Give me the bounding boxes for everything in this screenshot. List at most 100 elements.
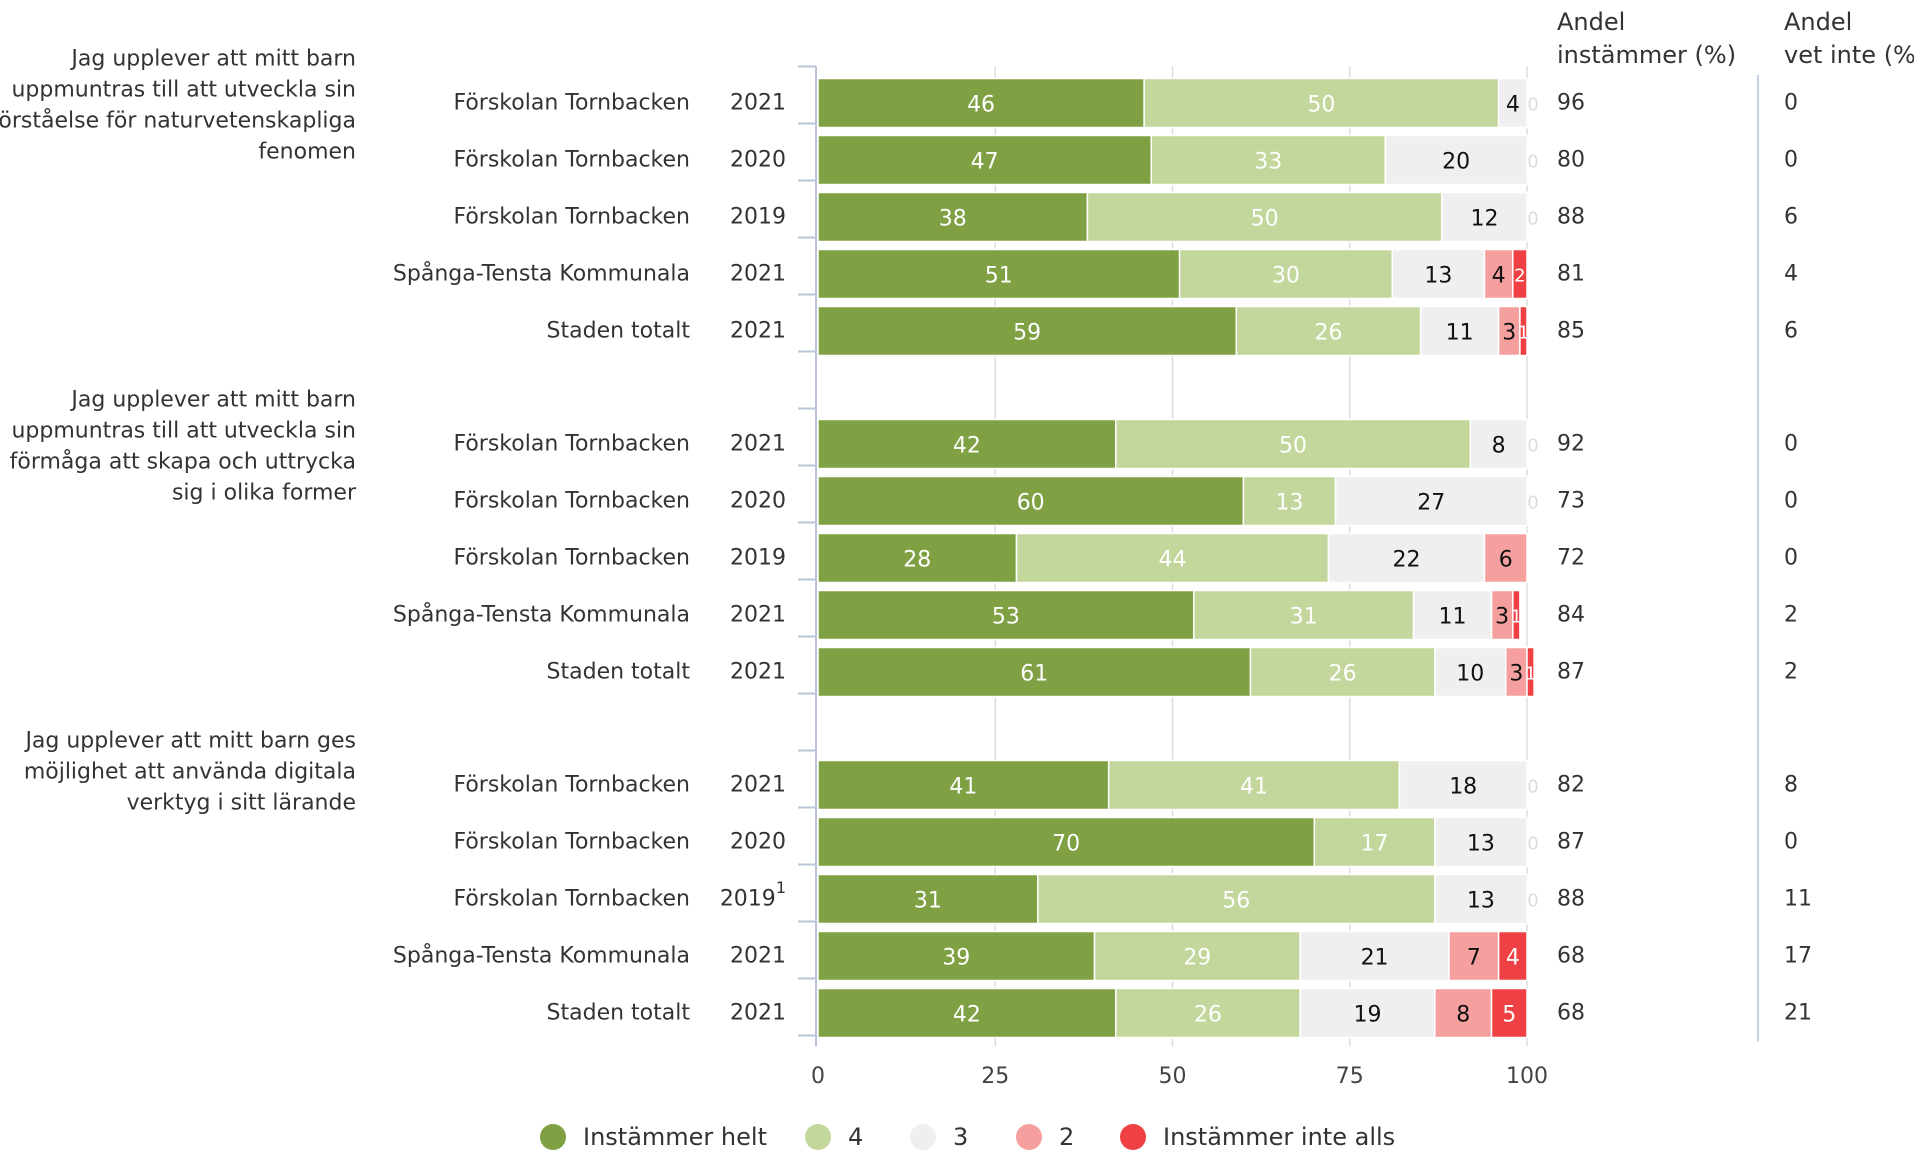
bar-value-label: 42 — [953, 1003, 981, 1028]
legend-label: 4 — [848, 1123, 863, 1150]
bar-value-label: 26 — [1194, 1003, 1222, 1028]
bar-value-label: 10 — [1456, 662, 1484, 687]
row-label: Spånga-Tensta Kommunala — [393, 261, 690, 287]
question-label: Jag upplever att mitt barn ges — [23, 729, 356, 754]
bar-segment — [1086, 191, 1443, 243]
bar-row: Förskolan Tornbacken 2019 38 50 12 0 88 6 — [453, 191, 1798, 243]
bar-segment — [1178, 248, 1394, 300]
bar-value-label: 0 — [1527, 95, 1538, 116]
row-label: Förskolan Tornbacken — [453, 546, 690, 571]
row-year: 2020 — [730, 489, 786, 514]
question-label: förmåga att skapa och uttrycka — [10, 449, 356, 475]
bar-value-label: 0 — [1527, 891, 1538, 912]
bar-value-label: 60 — [1017, 491, 1045, 516]
header-andel-instammer: instämmer (%) — [1557, 41, 1736, 69]
bar-value-label: 33 — [1254, 150, 1282, 175]
bar-value-label: 31 — [1290, 605, 1318, 630]
bar-value-label: 0 — [1527, 834, 1538, 855]
bar-segment — [817, 759, 1110, 811]
legend-item[interactable]: Instämmer helt — [540, 1123, 767, 1150]
bar-segment — [1235, 305, 1422, 357]
x-tick-label: 50 — [1159, 1064, 1187, 1089]
row-label: Förskolan Tornbacken — [453, 830, 690, 855]
andel-vet-inte-value: 0 — [1784, 91, 1798, 116]
bar-row: Förskolan Tornbacken 2021 41 41 18 0 82 8 — [453, 759, 1798, 811]
bar-segment — [1115, 418, 1472, 470]
bar-value-label: 11 — [1446, 321, 1474, 346]
bar-value-label: 8 — [1456, 1003, 1470, 1028]
bar-segment — [1434, 987, 1493, 1039]
andel-vet-inte-value: 6 — [1784, 319, 1798, 344]
bar-row: Spånga-Tensta Kommunala 2021 53 31 11 3 1 84 2 — [393, 589, 1798, 641]
bar-segment — [1469, 418, 1528, 470]
bar-segment — [1143, 77, 1500, 129]
bar-value-label: 26 — [1329, 662, 1357, 687]
bar-segment — [817, 134, 1152, 186]
bar-value-label: 18 — [1449, 775, 1477, 800]
bar-value-label: 4 — [1506, 93, 1520, 118]
row-label: Förskolan Tornbacken — [453, 773, 690, 798]
andel-vet-inte-value: 4 — [1784, 262, 1798, 287]
bar-value-label: 59 — [1013, 321, 1041, 346]
legend-item[interactable]: 4 — [805, 1123, 863, 1150]
bar-segment — [1299, 930, 1450, 982]
andel-instammer-value: 82 — [1557, 773, 1585, 798]
row-label: Förskolan Tornbacken — [453, 205, 690, 230]
legend: Instämmer helt 4 3 2 Instämmer inte alls — [540, 1123, 1395, 1150]
bar-segment — [1483, 532, 1528, 584]
bar-row: Spånga-Tensta Kommunala 2021 51 30 13 4 2 81 4 — [393, 248, 1798, 300]
bar-segment — [817, 305, 1238, 357]
row-year: 2021 — [730, 660, 786, 685]
andel-instammer-value: 81 — [1557, 262, 1585, 287]
bar-segment — [1512, 248, 1528, 300]
bar-value-label: 3 — [1502, 321, 1516, 346]
legend-label: 2 — [1059, 1123, 1074, 1150]
row-label: Staden totalt — [547, 660, 691, 685]
bar-value-label: 30 — [1272, 264, 1300, 289]
x-tick-label: 0 — [811, 1064, 825, 1089]
bar-segment — [1483, 248, 1514, 300]
question-label: Jag upplever att mitt barn — [69, 388, 356, 413]
bar-segment — [1391, 248, 1486, 300]
legend-item[interactable]: Instämmer inte alls — [1120, 1123, 1395, 1150]
andel-vet-inte-value: 0 — [1784, 489, 1798, 514]
andel-instammer-value: 87 — [1557, 830, 1585, 855]
bar-value-label: 12 — [1470, 207, 1498, 232]
bar-value-label: 3 — [1495, 605, 1509, 630]
bar-value-label: 50 — [1251, 207, 1279, 232]
andel-vet-inte-value: 2 — [1784, 603, 1798, 628]
bar-value-label: 38 — [939, 207, 967, 232]
bar-value-label: 41 — [949, 775, 977, 800]
bar-row: Förskolan Tornbacken 2020 47 33 20 0 80 0 — [453, 134, 1798, 186]
legend-item[interactable]: 3 — [910, 1123, 968, 1150]
bar-value-label: 6 — [1499, 548, 1513, 573]
bar-value-label: 70 — [1052, 832, 1080, 857]
bar-segment — [1497, 930, 1528, 982]
row-year: 2020 — [730, 148, 786, 173]
row-year: 2021 — [730, 432, 786, 457]
legend-item[interactable]: 2 — [1016, 1123, 1074, 1150]
row-label: Förskolan Tornbacken — [453, 887, 690, 912]
bar-value-label: 44 — [1159, 548, 1187, 573]
bar-segment — [817, 930, 1096, 982]
question-label: Jag upplever att mitt barn — [69, 47, 356, 72]
bar-value-label: 1 — [1518, 323, 1529, 344]
andel-vet-inte-value: 2 — [1784, 660, 1798, 685]
bar-segment — [1313, 816, 1436, 868]
bar-segment — [817, 646, 1252, 698]
andel-instammer-value: 88 — [1557, 887, 1585, 912]
bar-row: Förskolan Tornbacken 2019 28 44 22 6 72 0 — [453, 532, 1798, 584]
andel-vet-inte-value: 17 — [1784, 944, 1812, 969]
row-year: 2021 — [730, 262, 786, 287]
row-label: Spånga-Tensta Kommunala — [393, 943, 690, 969]
bar-segment — [1193, 589, 1415, 641]
row-label: Staden totalt — [547, 1001, 691, 1026]
andel-vet-inte-value: 11 — [1784, 887, 1812, 912]
bar-segment — [1490, 987, 1528, 1039]
bar-segment — [1384, 134, 1528, 186]
bar-value-label: 61 — [1020, 662, 1048, 687]
bar-value-label: 56 — [1222, 889, 1250, 914]
andel-vet-inte-value: 8 — [1784, 773, 1798, 798]
bar-segment — [1093, 930, 1301, 982]
bar-row: Staden totalt 2021 42 26 19 8 5 68 21 — [547, 987, 1812, 1039]
